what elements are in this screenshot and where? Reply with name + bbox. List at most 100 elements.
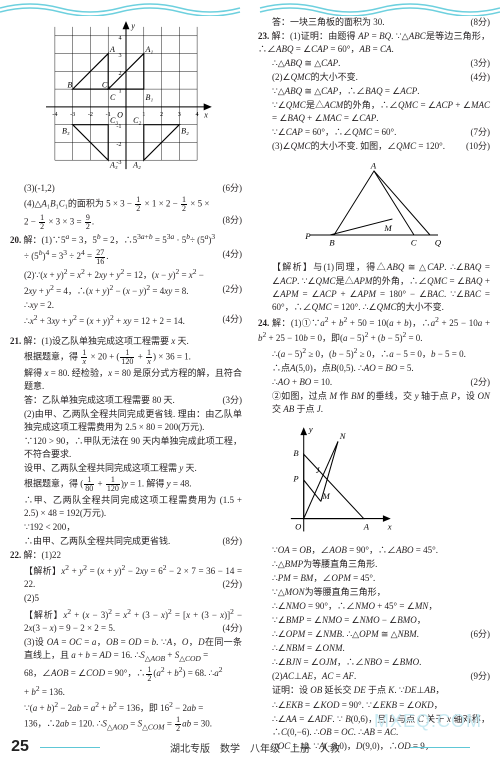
svg-text:C₂: C₂ bbox=[133, 116, 141, 125]
score-label: (4分) bbox=[223, 248, 243, 261]
text-line: ∴点A(5,0)，点B(0,5). ∴AO = BO = 5. bbox=[258, 362, 490, 375]
footer-rule bbox=[40, 747, 100, 748]
svg-text:B: B bbox=[67, 80, 72, 89]
text-line: ∴∠OPM = ∠NMB. ∴△OPM ≅ △NBM.(6分) bbox=[258, 628, 490, 641]
score-label: (2分) bbox=[223, 578, 243, 591]
footer-title: 湖北专版 数学 八年级 上册 人教 bbox=[100, 740, 410, 755]
text-line: 【解析】x2 + y2 = (x + y)2 − 2xy = 62 − 2 × … bbox=[10, 563, 242, 591]
text-line: ∴甲、乙两队全程共同完成这项工程需费用为 (1.5 + 2.5) × 48 = … bbox=[10, 494, 242, 520]
svg-text:y: y bbox=[130, 22, 135, 31]
svg-text:3: 3 bbox=[118, 52, 121, 59]
score-label: (6分) bbox=[223, 182, 243, 195]
svg-text:2: 2 bbox=[118, 70, 121, 77]
svg-text:M: M bbox=[383, 223, 392, 233]
footer-rule bbox=[410, 747, 470, 748]
text-line: ②如图，过点 M 作 BM 的垂线，交 y 轴于点 P，设 ON 交 AB 于点… bbox=[258, 390, 490, 416]
text-line: ∴∠NMO = 90°，∴∠NMO + 45° = ∠MN， bbox=[258, 600, 490, 613]
svg-text:B₂: B₂ bbox=[181, 127, 189, 136]
text-line: 2xy + y2 = 4，∴(x + y)2 − (x − y)2 = 4xy … bbox=[10, 283, 242, 298]
triangle-figure: A P B M C Q bbox=[294, 157, 454, 257]
text-line: (3)设 OA = OC = a，OB = OD = b. ∵A，O，D在同一条… bbox=[10, 636, 242, 665]
text-line: 2 − 12 × 3 × 3 = 92.(8分) bbox=[10, 214, 242, 231]
text-line: 136，∴2ab = 120. ∴S△AOD = S△COM = 12ab = … bbox=[10, 716, 242, 733]
svg-text:Q: Q bbox=[435, 238, 442, 248]
coordinate-graph: BCA A₁B₁C₁ B₂C₂A₂ B₃C₃A₃ xy O -4-3-2-1 1… bbox=[36, 18, 216, 178]
text-line: 根据题意，得 (180 + 1120)y = 1. 解得 y = 48. bbox=[10, 476, 242, 493]
text-line: ∵∠QMC是△ACM的外角，∴∠QMC = ∠ACP + ∠MAC = ∠BAQ… bbox=[258, 99, 490, 125]
score-label: (8分) bbox=[223, 535, 243, 548]
score-label: (8分) bbox=[471, 16, 491, 29]
text-line: ∴x2 + 3xy + y2 = (x + y)2 + xy = 12 + 2 … bbox=[10, 313, 242, 328]
text-line: 20. 解：(1)∵5a = 3，5b = 2，∴53a+b = 53a · 5… bbox=[10, 232, 242, 247]
svg-text:x: x bbox=[387, 522, 392, 532]
svg-text:2: 2 bbox=[160, 111, 163, 118]
right-column: 答：一块三角板的面积为 30.(8分)23. 解：(1)证明：由题得 AP = … bbox=[250, 16, 500, 736]
score-label: (4分) bbox=[223, 313, 243, 326]
text-line: ∴由甲、乙两队全程共同完成更省钱.(8分) bbox=[10, 535, 242, 548]
svg-text:B₁: B₁ bbox=[146, 93, 154, 102]
text-line: 22. 解：(1)22 bbox=[10, 549, 242, 562]
score-label: (3分) bbox=[471, 57, 491, 70]
svg-text:B: B bbox=[293, 448, 299, 458]
text-line: (3)(-1,2)(6分) bbox=[10, 182, 242, 195]
svg-text:A₁: A₁ bbox=[145, 45, 154, 54]
svg-text:-2: -2 bbox=[116, 141, 121, 148]
svg-text:1: 1 bbox=[118, 88, 121, 95]
svg-text:C: C bbox=[411, 238, 417, 248]
svg-text:-3: -3 bbox=[116, 159, 121, 166]
left-column: BCA A₁B₁C₁ B₂C₂A₂ B₃C₃A₃ xy O -4-3-2-1 1… bbox=[0, 16, 250, 736]
score-label: (10分) bbox=[466, 140, 490, 153]
score-label: (2分) bbox=[223, 283, 243, 296]
text-line: ∴△BMP为等腰直角三角形. bbox=[258, 558, 490, 571]
text-line: ∴∠BJN = ∠OJM，∴∠NBO = ∠BMO. bbox=[258, 656, 490, 669]
svg-text:-3: -3 bbox=[70, 111, 75, 118]
text-line: 根据题意，得 1x × 20 + (1120 + 1x) × 36 = 1. bbox=[10, 349, 242, 366]
svg-text:C₁: C₁ bbox=[102, 80, 110, 89]
svg-text:-4: -4 bbox=[52, 111, 58, 118]
svg-text:B: B bbox=[329, 238, 335, 248]
svg-text:A: A bbox=[363, 522, 370, 532]
svg-text:O: O bbox=[117, 111, 123, 120]
svg-text:B₃: B₃ bbox=[62, 127, 70, 136]
text-line: ∵∠CAP = 60°，∴∠QMC = 60°.(7分) bbox=[258, 126, 490, 139]
text-line: ∴∠NBM = ∠ONM. bbox=[258, 642, 490, 655]
text-line: (2)5 bbox=[10, 592, 242, 605]
svg-text:A₂: A₂ bbox=[132, 160, 141, 169]
text-line: ∵∠BMP = ∠NMO = ∠NMO − ∠BMO， bbox=[258, 614, 490, 627]
text-line: 23. 解：(1)证明：由题得 AP = BQ. ∵△ABC是等边三角形，∴∠A… bbox=[258, 30, 490, 56]
text-line: + b2 = 136. bbox=[10, 684, 242, 699]
text-line: 【解析】x2 + (x − 3)2 = x2 + (3 − x)2 = [x +… bbox=[10, 607, 242, 635]
score-label: (3分) bbox=[223, 394, 243, 407]
svg-text:4: 4 bbox=[118, 34, 122, 41]
score-label: (6分) bbox=[471, 628, 491, 641]
text-line: ∴(a − 5)2 ≥ 0，(b − 5)2 ≥ 0，∴a − 5 = 0，b … bbox=[258, 346, 490, 361]
wave-decoration bbox=[0, 0, 500, 16]
svg-text:x: x bbox=[203, 111, 208, 120]
score-label: (9分) bbox=[471, 670, 491, 683]
svg-text:A: A bbox=[109, 45, 115, 54]
page-number: 25 bbox=[0, 738, 40, 756]
text-line: ∴△ABQ ≅ △CAP.(3分) bbox=[258, 57, 490, 70]
svg-text:-1: -1 bbox=[106, 111, 111, 118]
svg-text:M: M bbox=[322, 491, 331, 501]
text-line: 【解析】与(1)同理，得△ABQ ≅ △CAP. ∴∠BAQ = ∠ACP. ∵… bbox=[258, 261, 490, 313]
text-line: ∵192 < 200， bbox=[10, 521, 242, 534]
text-line: (3)∠QMC的大小不变. 如图，∠QMC = 120°.(10分) bbox=[258, 140, 490, 153]
text-line: 解得 x = 80. 经检验，x = 80 是原分式方程的解，且符合题意. bbox=[10, 367, 242, 393]
svg-text:y: y bbox=[308, 424, 313, 434]
text-line: ∴∠AA = ∠ADF. ∵ B(0,6)，且 B 与点 C 关于 x 轴对称，… bbox=[258, 713, 490, 739]
score-label: (7分) bbox=[471, 126, 491, 139]
text-line: (2)∠QMC的大小不变.(4分) bbox=[258, 71, 490, 84]
text-line: 证明：设 OB 延长交 DE 于点 K. ∵DE⊥AB， bbox=[258, 684, 490, 697]
content-columns: BCA A₁B₁C₁ B₂C₂A₂ B₃C₃A₃ xy O -4-3-2-1 1… bbox=[0, 16, 500, 736]
svg-text:N: N bbox=[339, 431, 347, 441]
text-line: ∵(a + b)2 − 2ab = a2 + b2 = 136，即 162 − … bbox=[10, 700, 242, 715]
svg-text:P: P bbox=[292, 474, 299, 484]
footer: 25 湖北专版 数学 八年级 上册 人教 bbox=[0, 738, 500, 756]
score-label: (8分) bbox=[223, 214, 243, 227]
text-line: 答：乙队单独完成这项工程需要 80 天.(3分) bbox=[10, 394, 242, 407]
text-line: ÷ (5b)4 = 33 ÷ 24 = 2716.(4分) bbox=[10, 248, 242, 265]
coordinate-small-figure: x y O A B M N P J bbox=[278, 420, 398, 540]
text-line: ∵△ABQ ≅ △CAP，∴∠BAQ = ∠ACP. bbox=[258, 85, 490, 98]
text-line: 24. 解：(1)①∵a2 + b2 + 50 = 10(a + b)，∴a2 … bbox=[258, 315, 490, 345]
